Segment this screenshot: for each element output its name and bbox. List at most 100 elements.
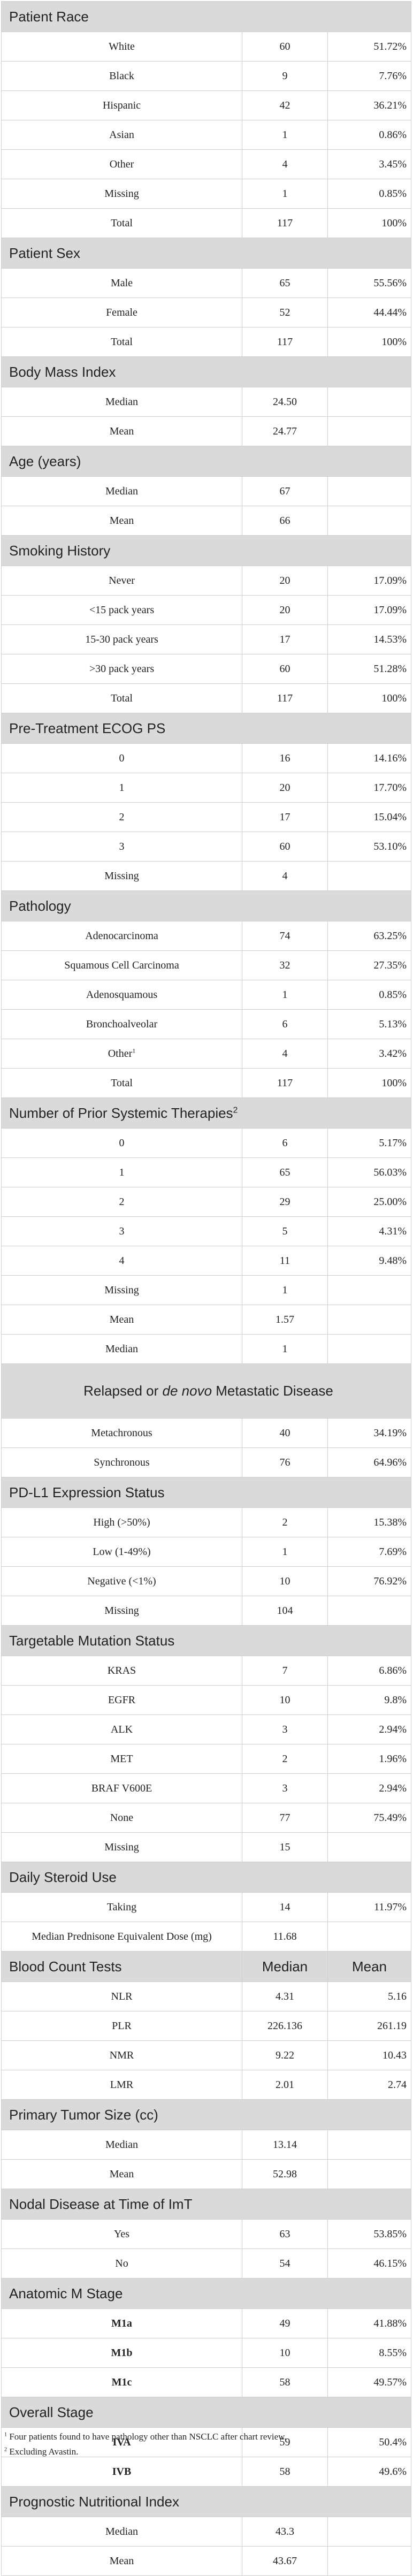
row-label: Other [1,149,242,179]
section-title: Body Mass Index [1,356,411,387]
table-row: 4 11 9.48% [1,1246,411,1276]
table-row: <15 pack years 20 17.09% [1,595,411,625]
value-cell: 24.77 [242,416,328,446]
table-row: Adenocarcinoma 74 63.25% [1,921,411,951]
row-label-text: Mean [109,2555,134,2567]
value-cell: 3 [242,1773,328,1803]
row-label-text: 0 [119,752,125,764]
value-cell: 49.57% [327,2367,411,2397]
row-label-text: Missing [104,870,139,882]
table-row: M1a 49 41.88% [1,2308,411,2338]
value-cell: 56.03% [327,1157,411,1187]
value-cell [327,1334,411,1364]
value-cell: 65 [242,1157,328,1187]
section-title: Daily Steroid Use [1,1862,411,1893]
row-label: Total [1,327,242,357]
section-title: Prognostic Nutritional Index [1,2486,411,2517]
row-label: Never [1,566,242,596]
value-cell: 100% [327,327,411,357]
value-cell: 60 [242,654,328,684]
row-label: Hispanic [1,90,242,120]
row-label-text: ALK [110,1723,133,1735]
row-label: Asian [1,120,242,150]
section-title: Patient Sex [1,238,411,269]
row-label: Female [1,298,242,327]
row-label: Adenosquamous [1,980,242,1010]
row-label: 4 [1,1246,242,1276]
value-cell: 4.31 [242,1981,328,2011]
value-cell: 226.136 [242,2011,328,2041]
row-label: PLR [1,2011,242,2041]
table-row: Total 117 100% [1,683,411,713]
row-label-text: IVA [112,2436,131,2448]
table-row: EGFR 10 9.8% [1,1685,411,1715]
row-label: Mean [1,2159,242,2189]
table-row: Median 67 [1,476,411,506]
value-cell: 53.85% [327,2219,411,2249]
row-label-text: Metachronous [91,1427,152,1439]
value-cell: 63.25% [327,921,411,951]
value-cell: 9.48% [327,1246,411,1276]
table-row: Taking 14 11.97% [1,1892,411,1922]
value-cell: 4 [242,1039,328,1069]
row-label-text: LMR [110,2078,134,2091]
section-title-text: Blood Count Tests [9,1958,122,1975]
value-cell: 59 [242,2427,328,2457]
value-cell: 10 [242,1566,328,1596]
row-label-text: 2 [119,1195,125,1208]
section-title: Number of Prior Systemic Therapies2 [1,1098,411,1129]
row-label-text: 1 [119,1166,125,1178]
value-cell [327,2159,411,2189]
value-cell: 13.14 [242,2130,328,2160]
row-label-text: Total [111,336,133,348]
value-cell [327,476,411,506]
value-cell: 0.85% [327,980,411,1010]
value-cell: 1 [242,1334,328,1364]
table-row: Yes 63 53.85% [1,2219,411,2249]
row-label-text: Low (1-49%) [93,1545,151,1558]
row-label-text: Total [111,217,133,229]
table-row: Metachronous 40 34.19% [1,1418,411,1448]
section-title: PD-L1 Expression Status [1,1477,411,1508]
value-cell: 24.50 [242,387,328,417]
row-label: Median [1,476,242,506]
value-cell: 51.28% [327,654,411,684]
value-cell: 58 [242,2367,328,2397]
column-header-median: Median [242,1951,328,1982]
row-label-text: NLR [111,1990,133,2002]
value-cell: 10 [242,1685,328,1715]
value-cell [327,2130,411,2160]
value-cell: 2.94% [327,1714,411,1744]
value-cell [327,1305,411,1335]
value-cell: 17.09% [327,566,411,596]
row-label: Missing [1,1832,242,1862]
section-header: Body Mass Index [1,356,411,387]
table-row: MET 2 1.96% [1,1744,411,1774]
section-title: Blood Count Tests [1,1951,242,1982]
value-cell [327,506,411,536]
row-label: MET [1,1744,242,1774]
table-row: 3 5 4.31% [1,1216,411,1246]
row-label: Mean [1,2546,242,2576]
row-label: Missing [1,179,242,209]
row-label: Taking [1,1892,242,1922]
value-cell: 76 [242,1447,328,1477]
row-label: Metachronous [1,1418,242,1448]
row-label: M1c [1,2367,242,2397]
row-label-text: Asian [109,128,134,141]
row-label: No [1,2249,242,2278]
value-cell: 1 [242,1275,328,1305]
section-title: Overall Stage [1,2397,411,2428]
value-cell: 0.85% [327,179,411,209]
row-label: LMR [1,2070,242,2100]
value-cell: 11.68 [242,1922,328,1952]
table-row: KRAS 7 6.86% [1,1656,411,1686]
value-cell [327,1922,411,1952]
section-title-text: PD-L1 Expression Status [9,1484,165,1500]
section-title: Age (years) [1,446,411,477]
table-row: Missing 15 [1,1832,411,1862]
row-label: Total [1,208,242,238]
row-label-text: Missing [104,187,139,200]
table-row: 1 65 56.03% [1,1157,411,1187]
value-cell: 3.45% [327,149,411,179]
